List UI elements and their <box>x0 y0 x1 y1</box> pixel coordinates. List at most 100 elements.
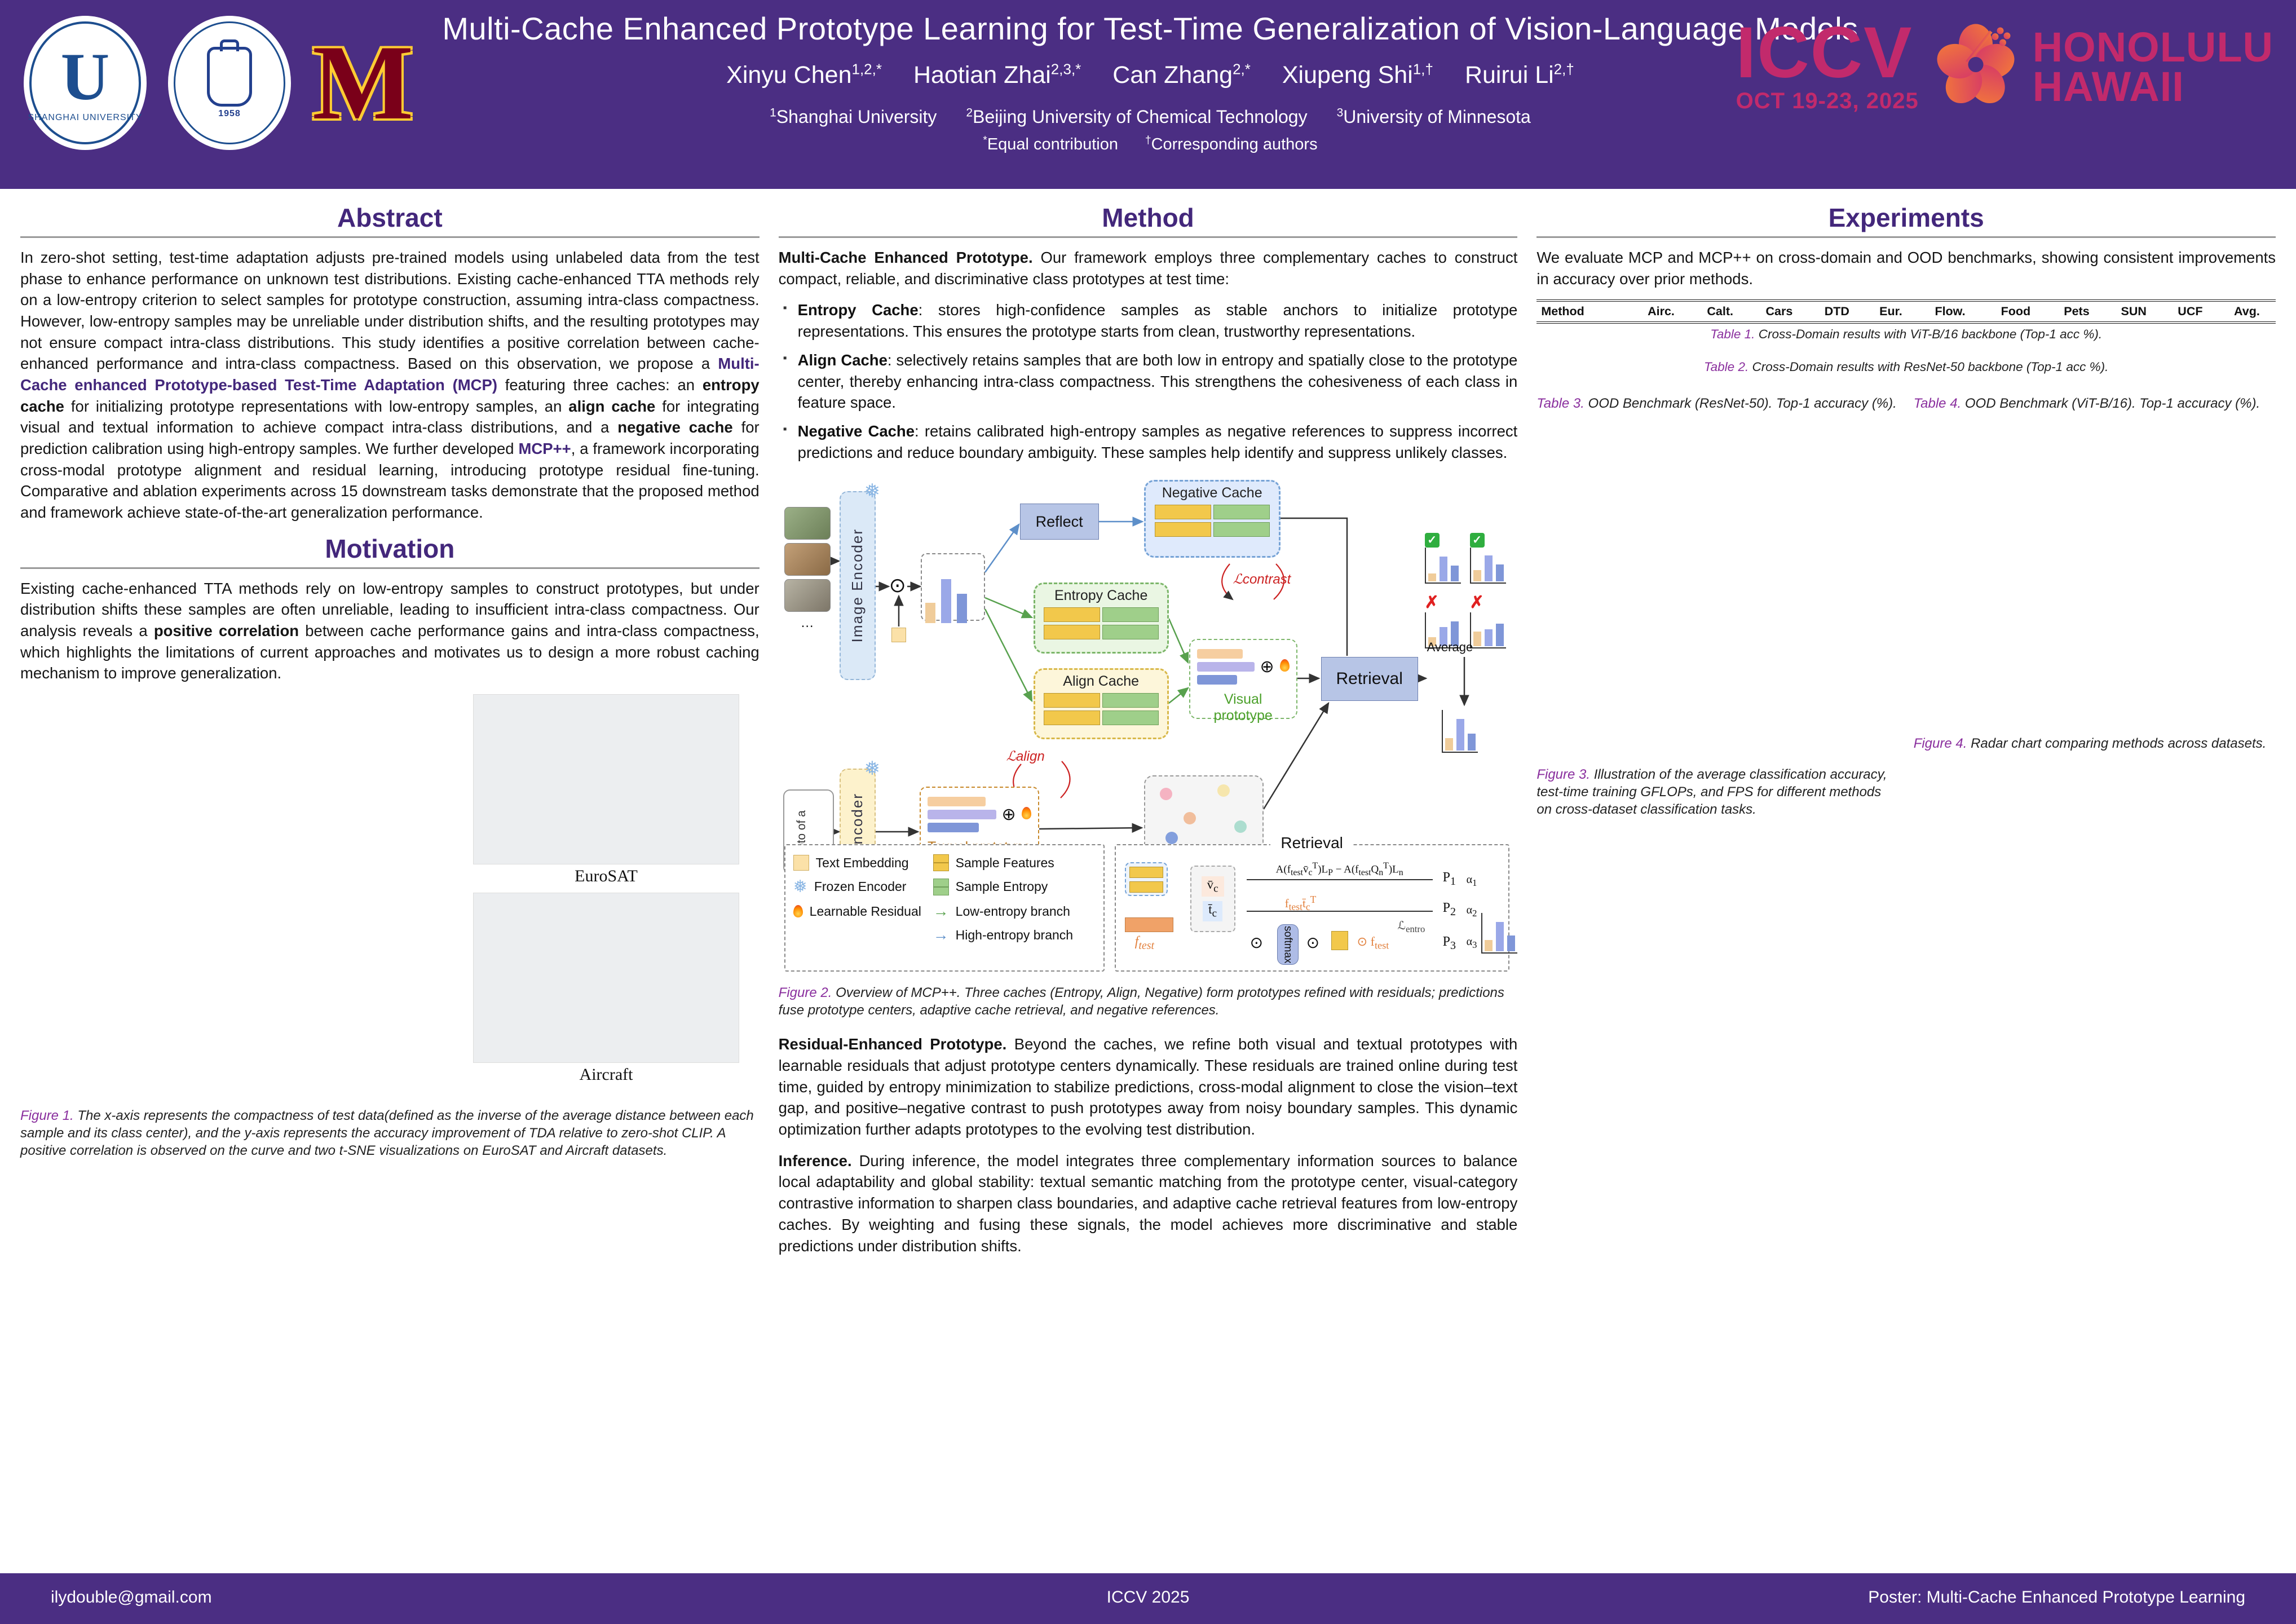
section-heading-motivation: Motivation <box>325 533 455 563</box>
entropy-cache: Entropy Cache <box>1033 582 1169 654</box>
buct-logo-icon: 1958 <box>168 16 291 150</box>
equation-1: A(ftestv̄cT)LP − A(ftestQnT)Ln <box>1275 861 1403 878</box>
figure2-retrieval-panel: Retrieval ftest v̄c t̄c A(ftestv̄cT)LP −… <box>1114 834 1517 972</box>
figure3-caption: Figure 3. Illustration of the average cl… <box>1536 766 1887 817</box>
column-experiments: Experiments We evaluate MCP and MCP++ on… <box>1536 199 2276 1573</box>
figure1-line-chart <box>20 694 456 1098</box>
learnable-residual-icon <box>1279 659 1290 672</box>
iccv-location: HONOLULU HAWAII <box>2032 23 2273 110</box>
table-1: Method Airc. Calt. Cars DTD Eur. Flow. Food Pets… <box>1536 299 2276 324</box>
frozen-icon-2: ❅ <box>864 758 881 780</box>
retrieved-feature-box <box>1331 931 1348 951</box>
input-images: … <box>784 507 831 631</box>
figure3-scatter-chart <box>1536 421 1895 757</box>
average-label: Average <box>1427 640 1473 655</box>
author: Ruirui Li2,† <box>1464 61 1574 89</box>
prototype-pair-box: v̄c t̄c <box>1190 866 1235 933</box>
final-prediction-chart <box>1441 710 1478 753</box>
method-bullet: Align Cache: selectively retains samples… <box>783 350 1518 413</box>
section-heading-abstract: Abstract <box>337 203 443 232</box>
table3-caption: Table 3. OOD Benchmark (ResNet-50). Top-… <box>1536 396 1897 412</box>
l-entro-label: ℒentro <box>1397 920 1425 935</box>
loss-contrast-label: ℒcontrast <box>1233 572 1291 588</box>
odot-4: ⊙ <box>1306 934 1320 952</box>
table-4-block: Table 4. OOD Benchmark (ViT-B/16). Top-1… <box>1914 389 2276 412</box>
footer-email: ilydouble@gmail.com <box>51 1588 212 1607</box>
cache-features-box <box>1124 862 1168 897</box>
text-embedding-block <box>891 628 906 643</box>
equation-2: ftestt̄cT <box>1284 894 1317 913</box>
motivation-text: Existing cache-enhanced TTA methods rely… <box>20 579 760 682</box>
tsne-eurosat <box>473 694 739 865</box>
iccv-logo: ICCV OCT 19-23, 2025 HO <box>1736 12 2273 115</box>
tsne-aircraft <box>473 893 739 1063</box>
image-encoder: Image Encoder <box>839 491 876 681</box>
method-bullet: Negative Cache: retains calibrated high-… <box>783 421 1518 463</box>
table-3-block: Table 3. OOD Benchmark (ResNet-50). Top-… <box>1536 389 1898 412</box>
ftest-label: ftest <box>1134 934 1155 952</box>
figure4-radar-chart <box>1914 421 2272 725</box>
figure1-caption: Figure 1. The x-axis represents the comp… <box>20 1108 754 1159</box>
prediction-ok-1: ✓ <box>1424 533 1461 584</box>
alpha3-label: α3 <box>1466 935 1477 951</box>
tsne-eurosat-label: EuroSAT <box>575 867 638 886</box>
inference-text: Inference. During inference, the model i… <box>778 1151 1518 1255</box>
loss-align-label: ℒalign <box>1006 749 1045 765</box>
prediction-bad-1: ✗ <box>1424 593 1461 649</box>
hibiscus-icon <box>1937 24 2015 104</box>
tsne-aircraft-label: Aircraft <box>579 1065 633 1084</box>
notes-line: *Equal contribution †Corresponding author… <box>983 134 1318 153</box>
author: Haotian Zhai2,3,* <box>913 61 1081 89</box>
experiments-intro: We evaluate MCP and MCP++ on cross-domai… <box>1536 249 2276 288</box>
method-intro: Multi-Cache Enhanced Prototype. Our fram… <box>778 249 1518 288</box>
frozen-icon: ❅ <box>864 480 881 502</box>
frozen-encoder-icon: ❅ <box>793 877 807 897</box>
table2-caption: Table 2. Cross-Domain results with ResNe… <box>1703 360 2109 374</box>
figure2-legend: Text Embedding Sample Features ❅ Frozen E… <box>784 844 1105 972</box>
figure-3: Figure 3. Illustration of the average cl… <box>1536 421 1898 819</box>
figure-4: Figure 4. Radar chart comparing methods … <box>1914 421 2276 819</box>
prediction-bad-2: ✗ <box>1469 593 1506 649</box>
author: Xinyu Chen1,2,* <box>726 61 882 89</box>
footer-poster-title: Poster: Multi-Cache Enhanced Prototype L… <box>1868 1588 2245 1607</box>
footer-conference: ICCV 2025 <box>1106 1588 1190 1607</box>
figure2-caption: Figure 2. Overview of MCP++. Three cache… <box>778 985 1504 1018</box>
learnable-residual-legend-icon <box>793 905 803 918</box>
fused-prediction-chart <box>1481 913 1517 954</box>
p2-label: P2 <box>1442 901 1456 918</box>
alpha1-label: α1 <box>1466 873 1477 889</box>
odot-3: ⊙ <box>1249 934 1264 952</box>
alpha2-label: α2 <box>1466 904 1477 919</box>
method-bullets: Entropy Cache: stores high-confidence sa… <box>779 299 1518 463</box>
authors-line: Xinyu Chen1,2,* Haotian Zhai2,3,* Can Zhan… <box>429 61 1872 89</box>
poster-footer: ilydouble@gmail.com ICCV 2025 Poster: Mu… <box>0 1573 2296 1624</box>
affiliation-logos: U SHANGHAI UNIVERSITY 1958 M <box>24 16 413 150</box>
align-cache: Align Cache <box>1033 668 1169 740</box>
prediction-ok-2: ✓ <box>1469 533 1506 584</box>
poster-title: Multi-Cache Enhanced Prototype Learning … <box>442 11 1858 46</box>
shanghai-university-logo-icon: U SHANGHAI UNIVERSITY <box>24 16 147 150</box>
odot-ftest-label: ⊙ ftest <box>1357 934 1389 951</box>
column-abstract: Abstract In zero-shot setting, test-time… <box>20 199 760 1573</box>
poster-header: U SHANGHAI UNIVERSITY 1958 M Multi-Cache… <box>0 0 2296 189</box>
high-entropy-arrow-icon: → <box>933 926 949 944</box>
iccv-name: ICCV <box>1736 12 1913 93</box>
author: Xiupeng Shi1,† <box>1282 61 1433 89</box>
table1-caption: Table 1. Cross-Domain results with ViT-B… <box>1710 327 2103 342</box>
p1-label: P1 <box>1442 870 1456 888</box>
column-method: Method Multi-Cache Enhanced Prototype. O… <box>778 199 1518 1573</box>
oplus-operator: ⊕ <box>1260 657 1274 677</box>
method-bullet: Entropy Cache: stores high-confidence sa… <box>783 299 1518 342</box>
abstract-text: In zero-shot setting, test-time adaptati… <box>20 249 760 522</box>
figure2-diagram: … Image Encoder ❅ ⊙ Reflect Negative Cac… <box>779 471 1517 978</box>
ftest-bar <box>1124 917 1173 933</box>
odot-operator: ⊙ <box>889 573 906 597</box>
low-entropy-arrow-icon: → <box>933 902 949 920</box>
residual-text: Residual-Enhanced Prototype. Beyond the … <box>778 1035 1518 1138</box>
retrieval-box: Retrieval <box>1321 657 1418 701</box>
reflect-box: Reflect <box>1019 504 1099 540</box>
figure-2: … Image Encoder ❅ ⊙ Reflect Negative Cac… <box>779 471 1518 1019</box>
figure4-caption: Figure 4. Radar chart comparing methods … <box>1913 735 2267 751</box>
minnesota-logo-icon: M <box>312 24 414 142</box>
